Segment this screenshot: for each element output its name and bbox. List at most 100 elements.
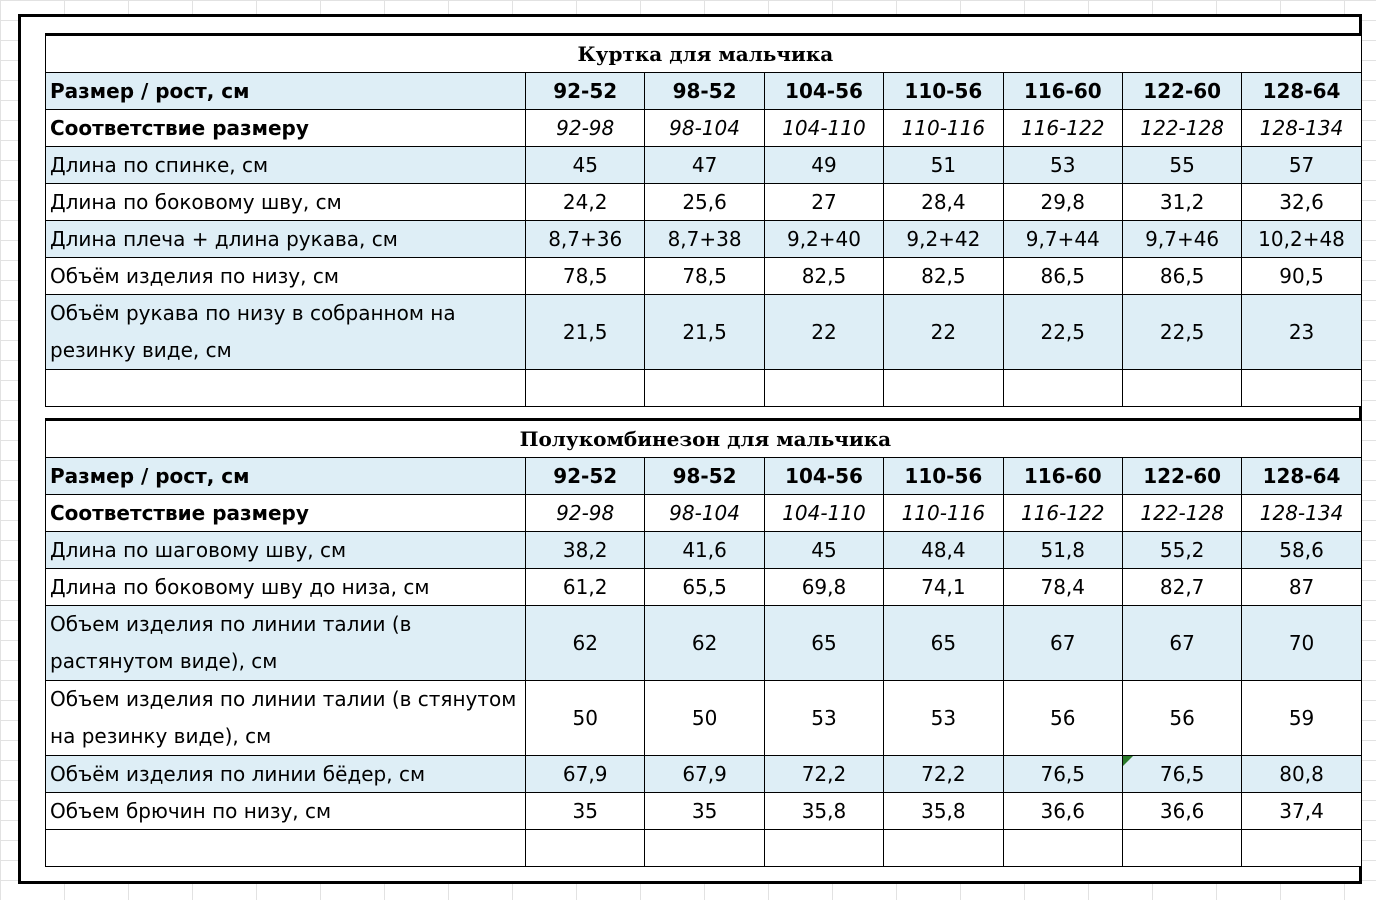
empty-cell[interactable] — [45, 369, 526, 407]
cell[interactable]: 59 — [1241, 680, 1362, 756]
cell[interactable]: 82,5 — [763, 257, 885, 295]
cell[interactable]: 80,8 — [1241, 755, 1362, 793]
cell[interactable]: 70 — [1241, 605, 1362, 681]
empty-cell[interactable] — [1121, 369, 1243, 407]
empty-cell[interactable] — [1241, 369, 1362, 407]
cell[interactable]: 53 — [1002, 146, 1123, 184]
cell[interactable]: 72,2 — [883, 755, 1004, 793]
empty-cell[interactable] — [883, 829, 1004, 867]
row-label[interactable]: Соответствие размеру — [45, 494, 526, 532]
cell[interactable]: 104-110 — [763, 109, 885, 147]
cell[interactable]: 24,2 — [524, 183, 646, 221]
cell[interactable]: 47 — [644, 146, 765, 184]
cell[interactable]: 28,4 — [883, 183, 1004, 221]
cell[interactable]: 98-104 — [644, 494, 765, 532]
cell[interactable]: 62 — [644, 605, 765, 681]
cell[interactable]: 67,9 — [644, 755, 765, 793]
row-label[interactable]: Объём изделия по низу, см — [45, 257, 526, 295]
cell[interactable]: 98-104 — [644, 109, 765, 147]
jacket-table-title[interactable]: Куртка для мальчика — [45, 33, 1362, 73]
cell[interactable]: 65,5 — [644, 568, 765, 606]
row-label[interactable]: Объём рукава по низу в собранном на рези… — [45, 294, 526, 370]
cell[interactable]: 116-60 — [1002, 457, 1123, 495]
cell[interactable]: 122-128 — [1121, 109, 1243, 147]
cell[interactable]: 67 — [1002, 605, 1123, 681]
cell[interactable]: 27 — [763, 183, 885, 221]
empty-cell[interactable] — [1241, 829, 1362, 867]
cell[interactable]: 110-116 — [883, 494, 1004, 532]
empty-cell[interactable] — [883, 369, 1004, 407]
cell[interactable]: 25,6 — [644, 183, 765, 221]
empty-cell[interactable] — [45, 829, 526, 867]
cell[interactable]: 9,2+42 — [883, 220, 1004, 258]
row-label[interactable]: Длина по шаговому шву, см — [45, 531, 526, 569]
empty-cell[interactable] — [524, 829, 646, 867]
cell[interactable]: 8,7+36 — [524, 220, 646, 258]
cell[interactable]: 53 — [883, 680, 1004, 756]
cell[interactable]: 22 — [763, 294, 885, 370]
cell[interactable]: 128-64 — [1241, 457, 1362, 495]
cell[interactable]: 32,6 — [1241, 183, 1362, 221]
cell[interactable]: 86,5 — [1002, 257, 1123, 295]
cell[interactable]: 22 — [883, 294, 1004, 370]
cell[interactable]: 90,5 — [1241, 257, 1362, 295]
cell[interactable]: 69,8 — [763, 568, 885, 606]
row-label[interactable]: Объем брючин по низу, см — [45, 792, 526, 830]
empty-cell[interactable] — [1002, 369, 1123, 407]
cell[interactable]: 92-52 — [524, 457, 646, 495]
cell[interactable]: 29,8 — [1002, 183, 1123, 221]
cell[interactable]: 56 — [1002, 680, 1123, 756]
cell[interactable]: 82,7 — [1121, 568, 1243, 606]
cell[interactable]: 116-122 — [1002, 109, 1123, 147]
row-label[interactable]: Соответствие размеру — [45, 109, 526, 147]
cell[interactable]: 122-60 — [1121, 72, 1243, 110]
row-label[interactable]: Длина по спинке, см — [45, 146, 526, 184]
row-label[interactable]: Размер / рост, см — [45, 72, 526, 110]
cell[interactable]: 128-134 — [1241, 494, 1362, 532]
cell[interactable]: 128-64 — [1241, 72, 1362, 110]
cell[interactable]: 50 — [524, 680, 646, 756]
cell[interactable]: 74,1 — [883, 568, 1004, 606]
empty-cell[interactable] — [524, 369, 646, 407]
cell[interactable]: 56 — [1121, 680, 1243, 756]
cell[interactable]: 72,2 — [763, 755, 885, 793]
cell[interactable]: 62 — [524, 605, 646, 681]
cell[interactable]: 45 — [524, 146, 646, 184]
cell[interactable]: 35,8 — [883, 792, 1004, 830]
cell[interactable]: 9,7+44 — [1002, 220, 1123, 258]
cell[interactable]: 48,4 — [883, 531, 1004, 569]
cell[interactable]: 58,6 — [1241, 531, 1362, 569]
row-label[interactable]: Объем изделия по линии талии (в растянут… — [45, 605, 526, 681]
cell[interactable]: 31,2 — [1121, 183, 1243, 221]
cell[interactable]: 22,5 — [1121, 294, 1243, 370]
cell[interactable]: 61,2 — [524, 568, 646, 606]
cell[interactable]: 92-98 — [524, 109, 646, 147]
cell[interactable]: 35 — [644, 792, 765, 830]
cell[interactable]: 104-56 — [763, 457, 885, 495]
cell-comment-marker-icon[interactable] — [1123, 756, 1133, 766]
cell[interactable]: 51 — [883, 146, 1004, 184]
cell[interactable]: 122-60 — [1121, 457, 1243, 495]
cell[interactable]: 51,8 — [1002, 531, 1123, 569]
cell[interactable]: 50 — [644, 680, 765, 756]
cell[interactable]: 110-56 — [883, 457, 1004, 495]
row-label[interactable]: Объём изделия по линии бёдер, см — [45, 755, 526, 793]
cell[interactable]: 41,6 — [644, 531, 765, 569]
row-label[interactable]: Длина по боковому шву, см — [45, 183, 526, 221]
cell[interactable]: 10,2+48 — [1241, 220, 1362, 258]
cell[interactable]: 65 — [763, 605, 885, 681]
overalls-table-title[interactable]: Полукомбинезон для мальчика — [45, 418, 1362, 458]
row-label[interactable]: Длина по боковому шву до низа, см — [45, 568, 526, 606]
cell[interactable]: 65 — [883, 605, 1004, 681]
cell[interactable]: 36,6 — [1002, 792, 1123, 830]
cell[interactable]: 116-122 — [1002, 494, 1123, 532]
empty-cell[interactable] — [763, 829, 885, 867]
cell[interactable]: 45 — [763, 531, 885, 569]
empty-cell[interactable] — [763, 369, 885, 407]
cell[interactable]: 98-52 — [644, 457, 765, 495]
cell[interactable]: 49 — [763, 146, 885, 184]
cell[interactable]: 35 — [524, 792, 646, 830]
cell[interactable]: 110-56 — [883, 72, 1004, 110]
cell[interactable]: 86,5 — [1121, 257, 1243, 295]
cell[interactable]: 92-52 — [524, 72, 646, 110]
